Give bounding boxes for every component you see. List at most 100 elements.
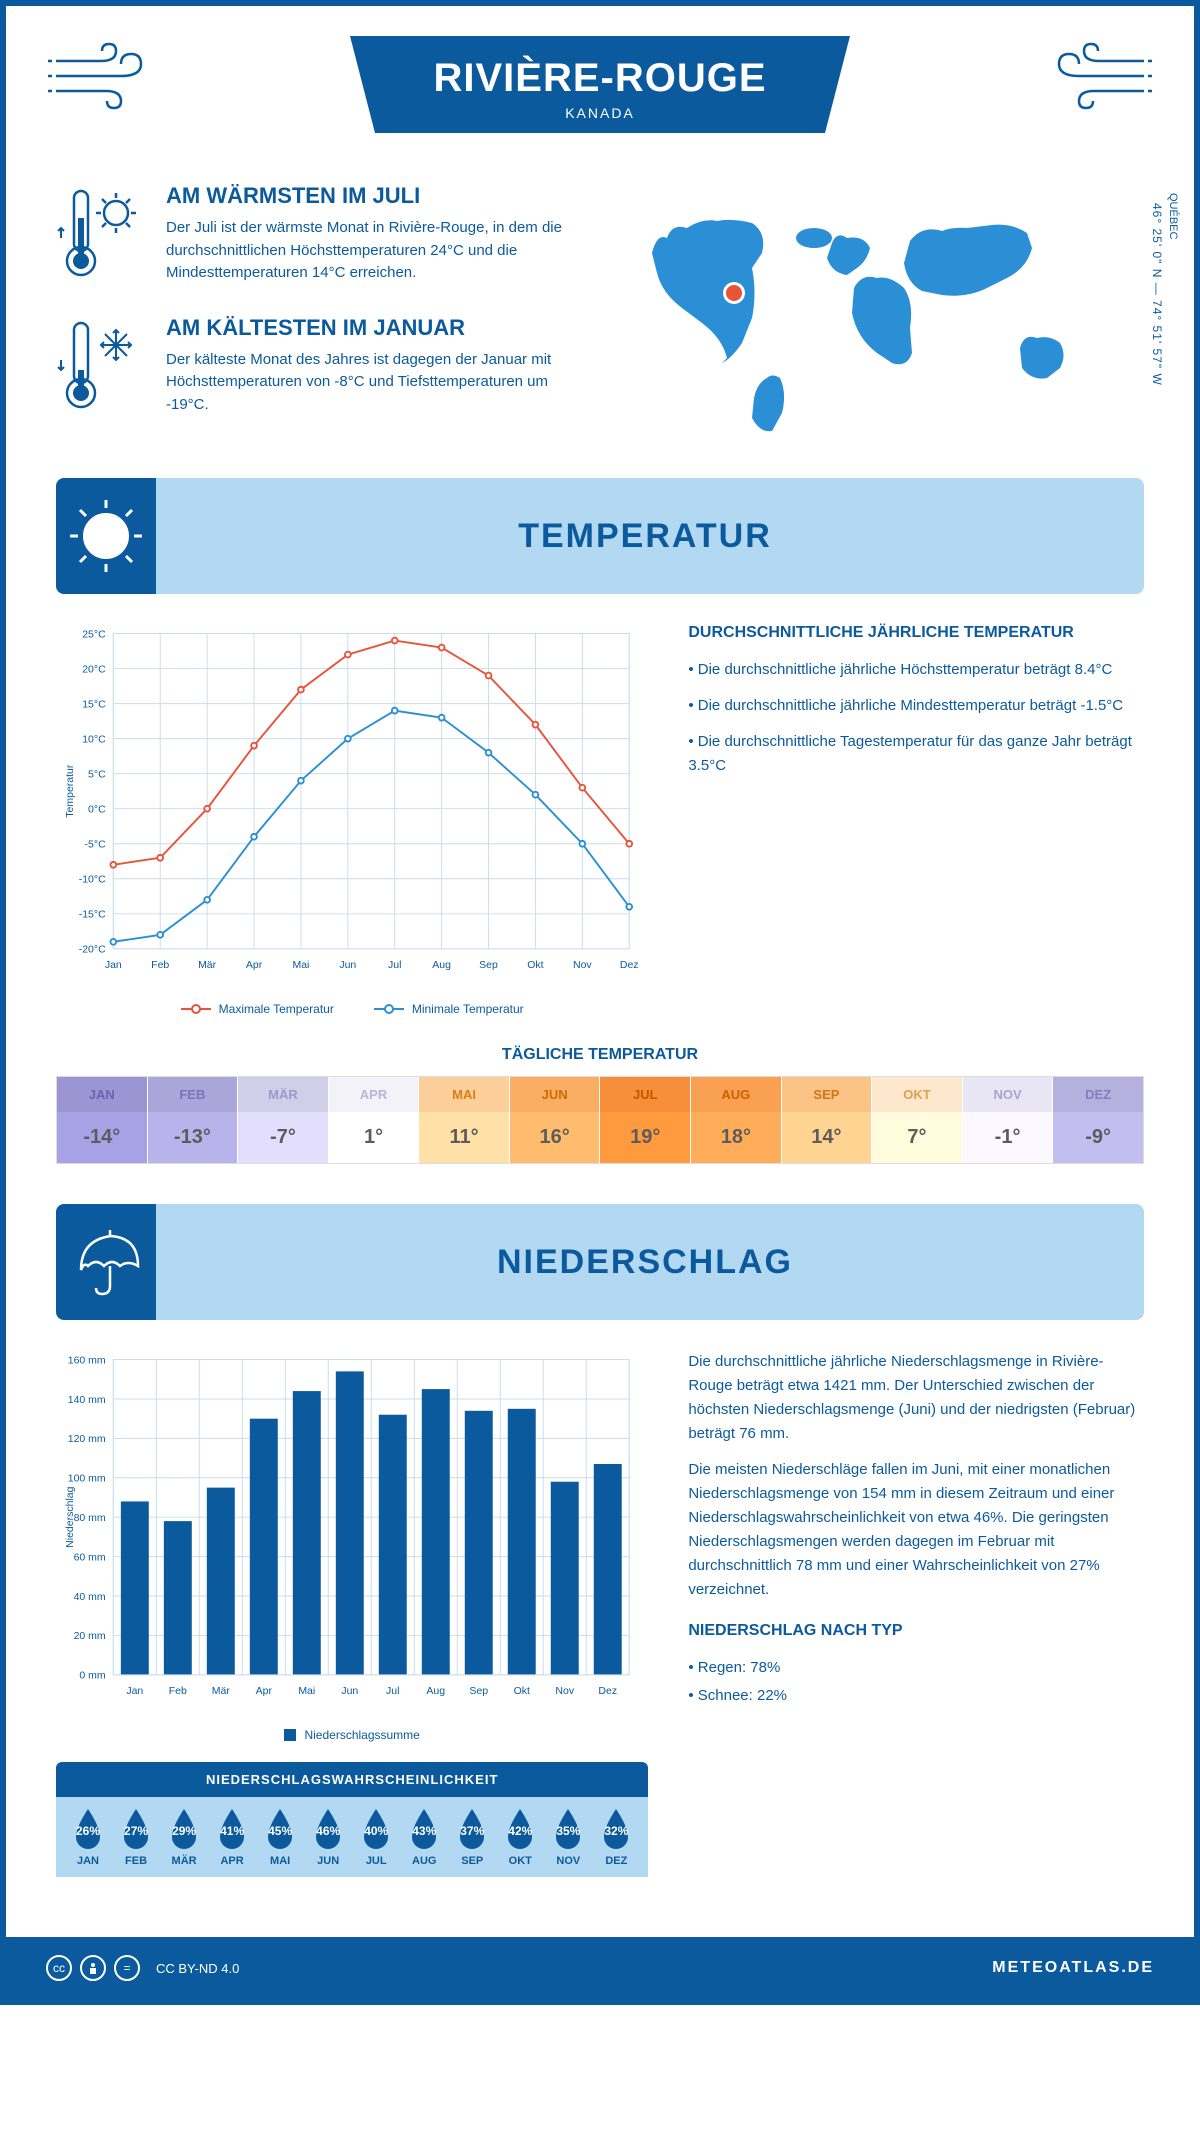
svg-text:10°C: 10°C [82, 733, 106, 745]
temp-cell: MAI11° [419, 1077, 510, 1163]
precipitation-row: 0 mm20 mm40 mm60 mm80 mm100 mm120 mm140 … [56, 1350, 1144, 1877]
temp-cell: AUG18° [691, 1077, 782, 1163]
temp-cell: JAN-14° [57, 1077, 148, 1163]
svg-text:Jan: Jan [105, 959, 122, 971]
raindrop-icon: 27% [118, 1807, 154, 1851]
wind-icon [46, 36, 156, 116]
license-text: CC BY-ND 4.0 [156, 1961, 239, 1976]
page-container: RIVIÈRE-ROUGE KANADA [0, 0, 1200, 2005]
temp-month-label: AUG [691, 1077, 781, 1112]
probability-cell: 32%DEZ [592, 1807, 640, 1867]
wind-icon [1044, 36, 1154, 116]
svg-text:Sep: Sep [469, 1685, 488, 1697]
probability-month: JAN [64, 1855, 112, 1867]
svg-text:Jun: Jun [339, 959, 356, 971]
probability-value: 40% [364, 1824, 388, 1838]
probability-value: 26% [76, 1824, 100, 1838]
probability-month: MÄR [160, 1855, 208, 1867]
footer: cc = CC BY-ND 4.0 METEOATLAS.DE [6, 1937, 1194, 1999]
temp-month-label: JUL [600, 1077, 690, 1112]
precip-type-rain: • Regen: 78% [688, 1656, 1144, 1680]
temp-month-label: JAN [57, 1077, 147, 1112]
svg-text:Okt: Okt [514, 1685, 530, 1697]
temp-month-label: SEP [782, 1077, 872, 1112]
svg-text:Aug: Aug [426, 1685, 445, 1697]
probability-cell: 43% AUG [400, 1807, 448, 1867]
svg-text:Dez: Dez [620, 959, 639, 971]
nd-icon: = [114, 1955, 140, 1981]
svg-text:100 mm: 100 mm [68, 1473, 106, 1485]
probability-cell: 46% JUN [304, 1807, 352, 1867]
raindrop-icon: 42% [502, 1807, 538, 1851]
svg-text:-10°C: -10°C [79, 874, 106, 886]
svg-text:Niederschlag: Niederschlag [64, 1486, 76, 1547]
probability-value: 46% [316, 1824, 340, 1838]
precip-type-heading: NIEDERSCHLAG NACH TYP [688, 1622, 1144, 1640]
probability-value: 27% [124, 1824, 148, 1838]
probability-cell: 35%NOV [544, 1807, 592, 1867]
raindrop-icon: 41% [214, 1807, 250, 1851]
probability-value: 29% [172, 1824, 196, 1838]
svg-text:120 mm: 120 mm [68, 1433, 106, 1445]
svg-text:Mai: Mai [298, 1685, 315, 1697]
coordinates: 46° 25' 0" N — 74° 51' 57" W [1150, 203, 1164, 386]
coldest-text: Der kälteste Monat des Jahres ist dagege… [166, 349, 580, 417]
brand: METEOATLAS.DE [992, 1959, 1154, 1977]
temp-month-label: FEB [148, 1077, 238, 1112]
svg-text:Temperatur: Temperatur [64, 764, 76, 818]
by-icon [80, 1955, 106, 1981]
daily-temp-table: JAN-14°FEB-13°MÄR-7°APR1°MAI11°JUN16°JUL… [56, 1076, 1144, 1164]
temp-month-label: DEZ [1053, 1077, 1143, 1112]
probability-month: JUN [304, 1855, 352, 1867]
temp-cell: MÄR-7° [238, 1077, 329, 1163]
sun-icon [66, 496, 146, 576]
svg-text:Nov: Nov [573, 959, 592, 971]
temp-month-label: NOV [963, 1077, 1053, 1112]
precip-para-2: Die meisten Niederschläge fallen im Juni… [688, 1458, 1144, 1602]
precip-type-snow: • Schnee: 22% [688, 1684, 1144, 1708]
temp-facts-heading: DURCHSCHNITTLICHE JÄHRLICHE TEMPERATUR [688, 624, 1144, 642]
legend-min-label: Minimale Temperatur [412, 1002, 524, 1016]
probability-month: AUG [400, 1855, 448, 1867]
temp-cell: APR1° [329, 1077, 420, 1163]
warmest-text: Der Juli ist der wärmste Monat in Rivièr… [166, 217, 580, 285]
probability-cell: 26% JAN [64, 1807, 112, 1867]
raindrop-icon: 35% [550, 1807, 586, 1851]
svg-text:40 mm: 40 mm [74, 1591, 106, 1603]
svg-text:Apr: Apr [246, 959, 263, 971]
raindrop-icon: 26% [70, 1807, 106, 1851]
map-container: QUÉBEC 46° 25' 0" N — 74° 51' 57" W [620, 183, 1144, 448]
temp-cell: NOV-1° [963, 1077, 1054, 1163]
temperature-row: -20°C-15°C-10°C-5°C0°C5°C10°C15°C20°C25°… [56, 624, 1144, 1016]
temp-value: -9° [1053, 1112, 1143, 1163]
temp-fact-2: • Die durchschnittliche jährliche Mindes… [688, 694, 1144, 718]
precipitation-text: Die durchschnittliche jährliche Niedersc… [688, 1350, 1144, 1877]
raindrop-icon: 29% [166, 1807, 202, 1851]
probability-section: NIEDERSCHLAGSWAHRSCHEINLICHKEIT 26% JAN 27… [56, 1762, 648, 1877]
probability-title: NIEDERSCHLAGSWAHRSCHEINLICHKEIT [56, 1762, 648, 1797]
probability-cell: 29% MÄR [160, 1807, 208, 1867]
raindrop-icon: 46% [310, 1807, 346, 1851]
thermometer-sun-icon [56, 183, 146, 283]
temp-fact-3: • Die durchschnittliche Tagestemperatur … [688, 730, 1144, 778]
temp-value: 16° [510, 1112, 600, 1163]
svg-text:-5°C: -5°C [85, 839, 107, 851]
raindrop-icon: 40% [358, 1807, 394, 1851]
svg-text:Apr: Apr [256, 1685, 273, 1697]
raindrop-icon: 43% [406, 1807, 442, 1851]
temperature-title: TEMPERATUR [166, 517, 1124, 556]
svg-text:Feb: Feb [169, 1685, 187, 1697]
precip-legend-label: Niederschlagssumme [304, 1728, 419, 1742]
region-label: QUÉBEC [1167, 193, 1179, 239]
temp-month-label: JUN [510, 1077, 600, 1112]
temp-month-label: APR [329, 1077, 419, 1112]
probability-cell: 45%MAI [256, 1807, 304, 1867]
temp-month-label: MÄR [238, 1077, 328, 1112]
svg-text:Okt: Okt [527, 959, 543, 971]
svg-text:Jul: Jul [386, 1685, 399, 1697]
probability-value: 35% [556, 1824, 580, 1838]
svg-text:Jun: Jun [341, 1685, 358, 1697]
probability-cell: 42% OKT [496, 1807, 544, 1867]
temperature-chart: -20°C-15°C-10°C-5°C0°C5°C10°C15°C20°C25°… [56, 624, 648, 1016]
probability-month: OKT [496, 1855, 544, 1867]
